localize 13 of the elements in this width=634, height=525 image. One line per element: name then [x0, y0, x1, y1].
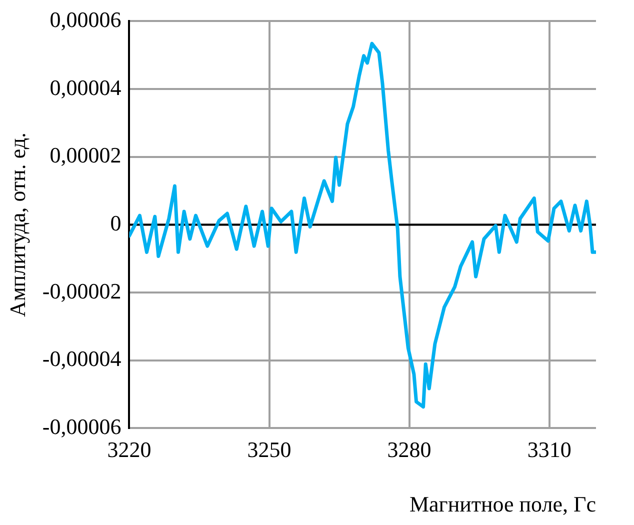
x-tick-label: 3310: [527, 437, 572, 462]
y-tick-label: 0,00002: [50, 142, 122, 168]
y-axis-title: Амплитуда, отн. ед.: [4, 132, 30, 317]
y-tick-label: 0,00004: [50, 74, 122, 100]
x-tick-label: 3280: [387, 437, 432, 462]
x-tick-label: 3220: [107, 437, 152, 462]
y-tick-label: -0,00006: [42, 414, 122, 439]
x-axis-title: Магнитное поле, Гс: [409, 492, 596, 517]
x-tick-label: 3250: [247, 437, 292, 462]
y-tick-label: 0,00006: [50, 6, 122, 32]
y-tick-label: -0,00002: [42, 278, 122, 304]
y-tick-label: 0: [110, 210, 122, 236]
y-tick-label: -0,00004: [42, 346, 122, 372]
